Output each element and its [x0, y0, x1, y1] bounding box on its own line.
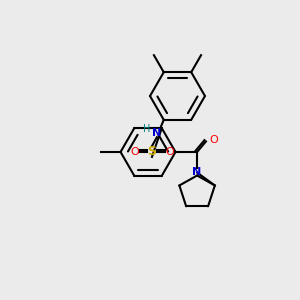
Text: N: N [152, 128, 161, 138]
Text: N: N [193, 167, 202, 177]
Text: O: O [130, 147, 139, 157]
Text: O: O [165, 147, 174, 157]
Text: H: H [143, 124, 151, 134]
Text: S: S [148, 146, 157, 158]
Text: O: O [209, 136, 218, 146]
